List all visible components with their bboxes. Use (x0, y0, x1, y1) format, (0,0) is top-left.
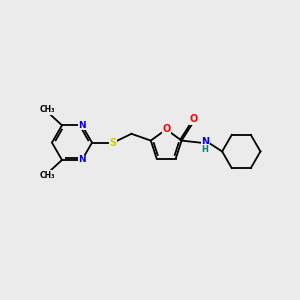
Text: CH₃: CH₃ (40, 171, 55, 180)
Text: O: O (189, 114, 197, 124)
Text: H: H (202, 145, 208, 154)
Text: N: N (78, 155, 86, 164)
Text: N: N (78, 121, 86, 130)
Text: N: N (201, 137, 209, 147)
Text: S: S (110, 138, 117, 148)
Text: O: O (162, 124, 170, 134)
Text: CH₃: CH₃ (40, 106, 55, 115)
